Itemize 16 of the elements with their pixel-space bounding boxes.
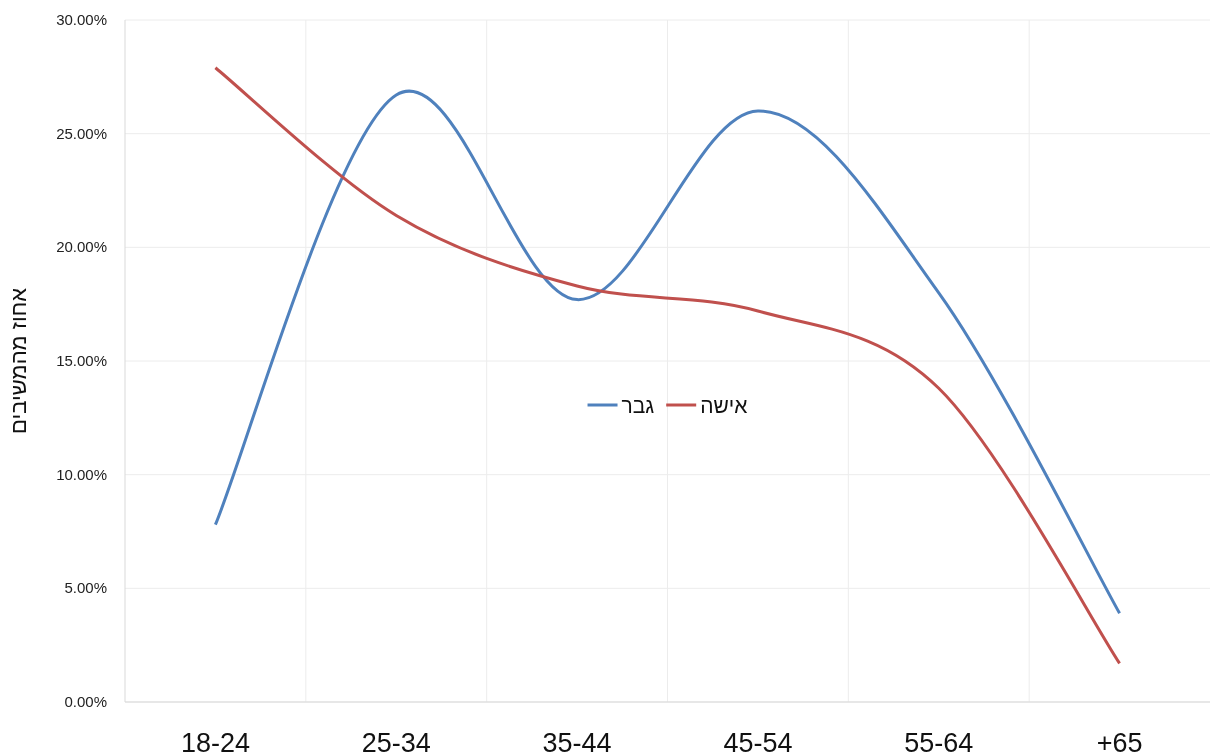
x-tick-label: 45-54 — [723, 728, 793, 754]
y-tick-label: 5.00% — [64, 579, 107, 597]
y-tick-label: 10.00% — [56, 465, 107, 483]
x-tick-label: 55-64 — [904, 728, 974, 754]
x-tick-label: +65 — [1096, 728, 1143, 754]
x-tick-label: 25-34 — [361, 728, 431, 754]
x-tick-label: 35-44 — [542, 728, 612, 754]
y-tick-label: 0.00% — [64, 693, 107, 710]
legend-label: אישה — [700, 394, 748, 417]
y-tick-label: 25.00% — [56, 124, 107, 142]
y-tick-label: 20.00% — [56, 238, 107, 256]
y-tick-label: 30.00% — [56, 11, 107, 28]
y-tick-label: 15.00% — [56, 352, 107, 369]
legend-label: גבר — [621, 394, 655, 417]
y-axis-title: אחוז מהמשיבים — [6, 287, 31, 434]
x-tick-label: 18-24 — [180, 728, 250, 754]
